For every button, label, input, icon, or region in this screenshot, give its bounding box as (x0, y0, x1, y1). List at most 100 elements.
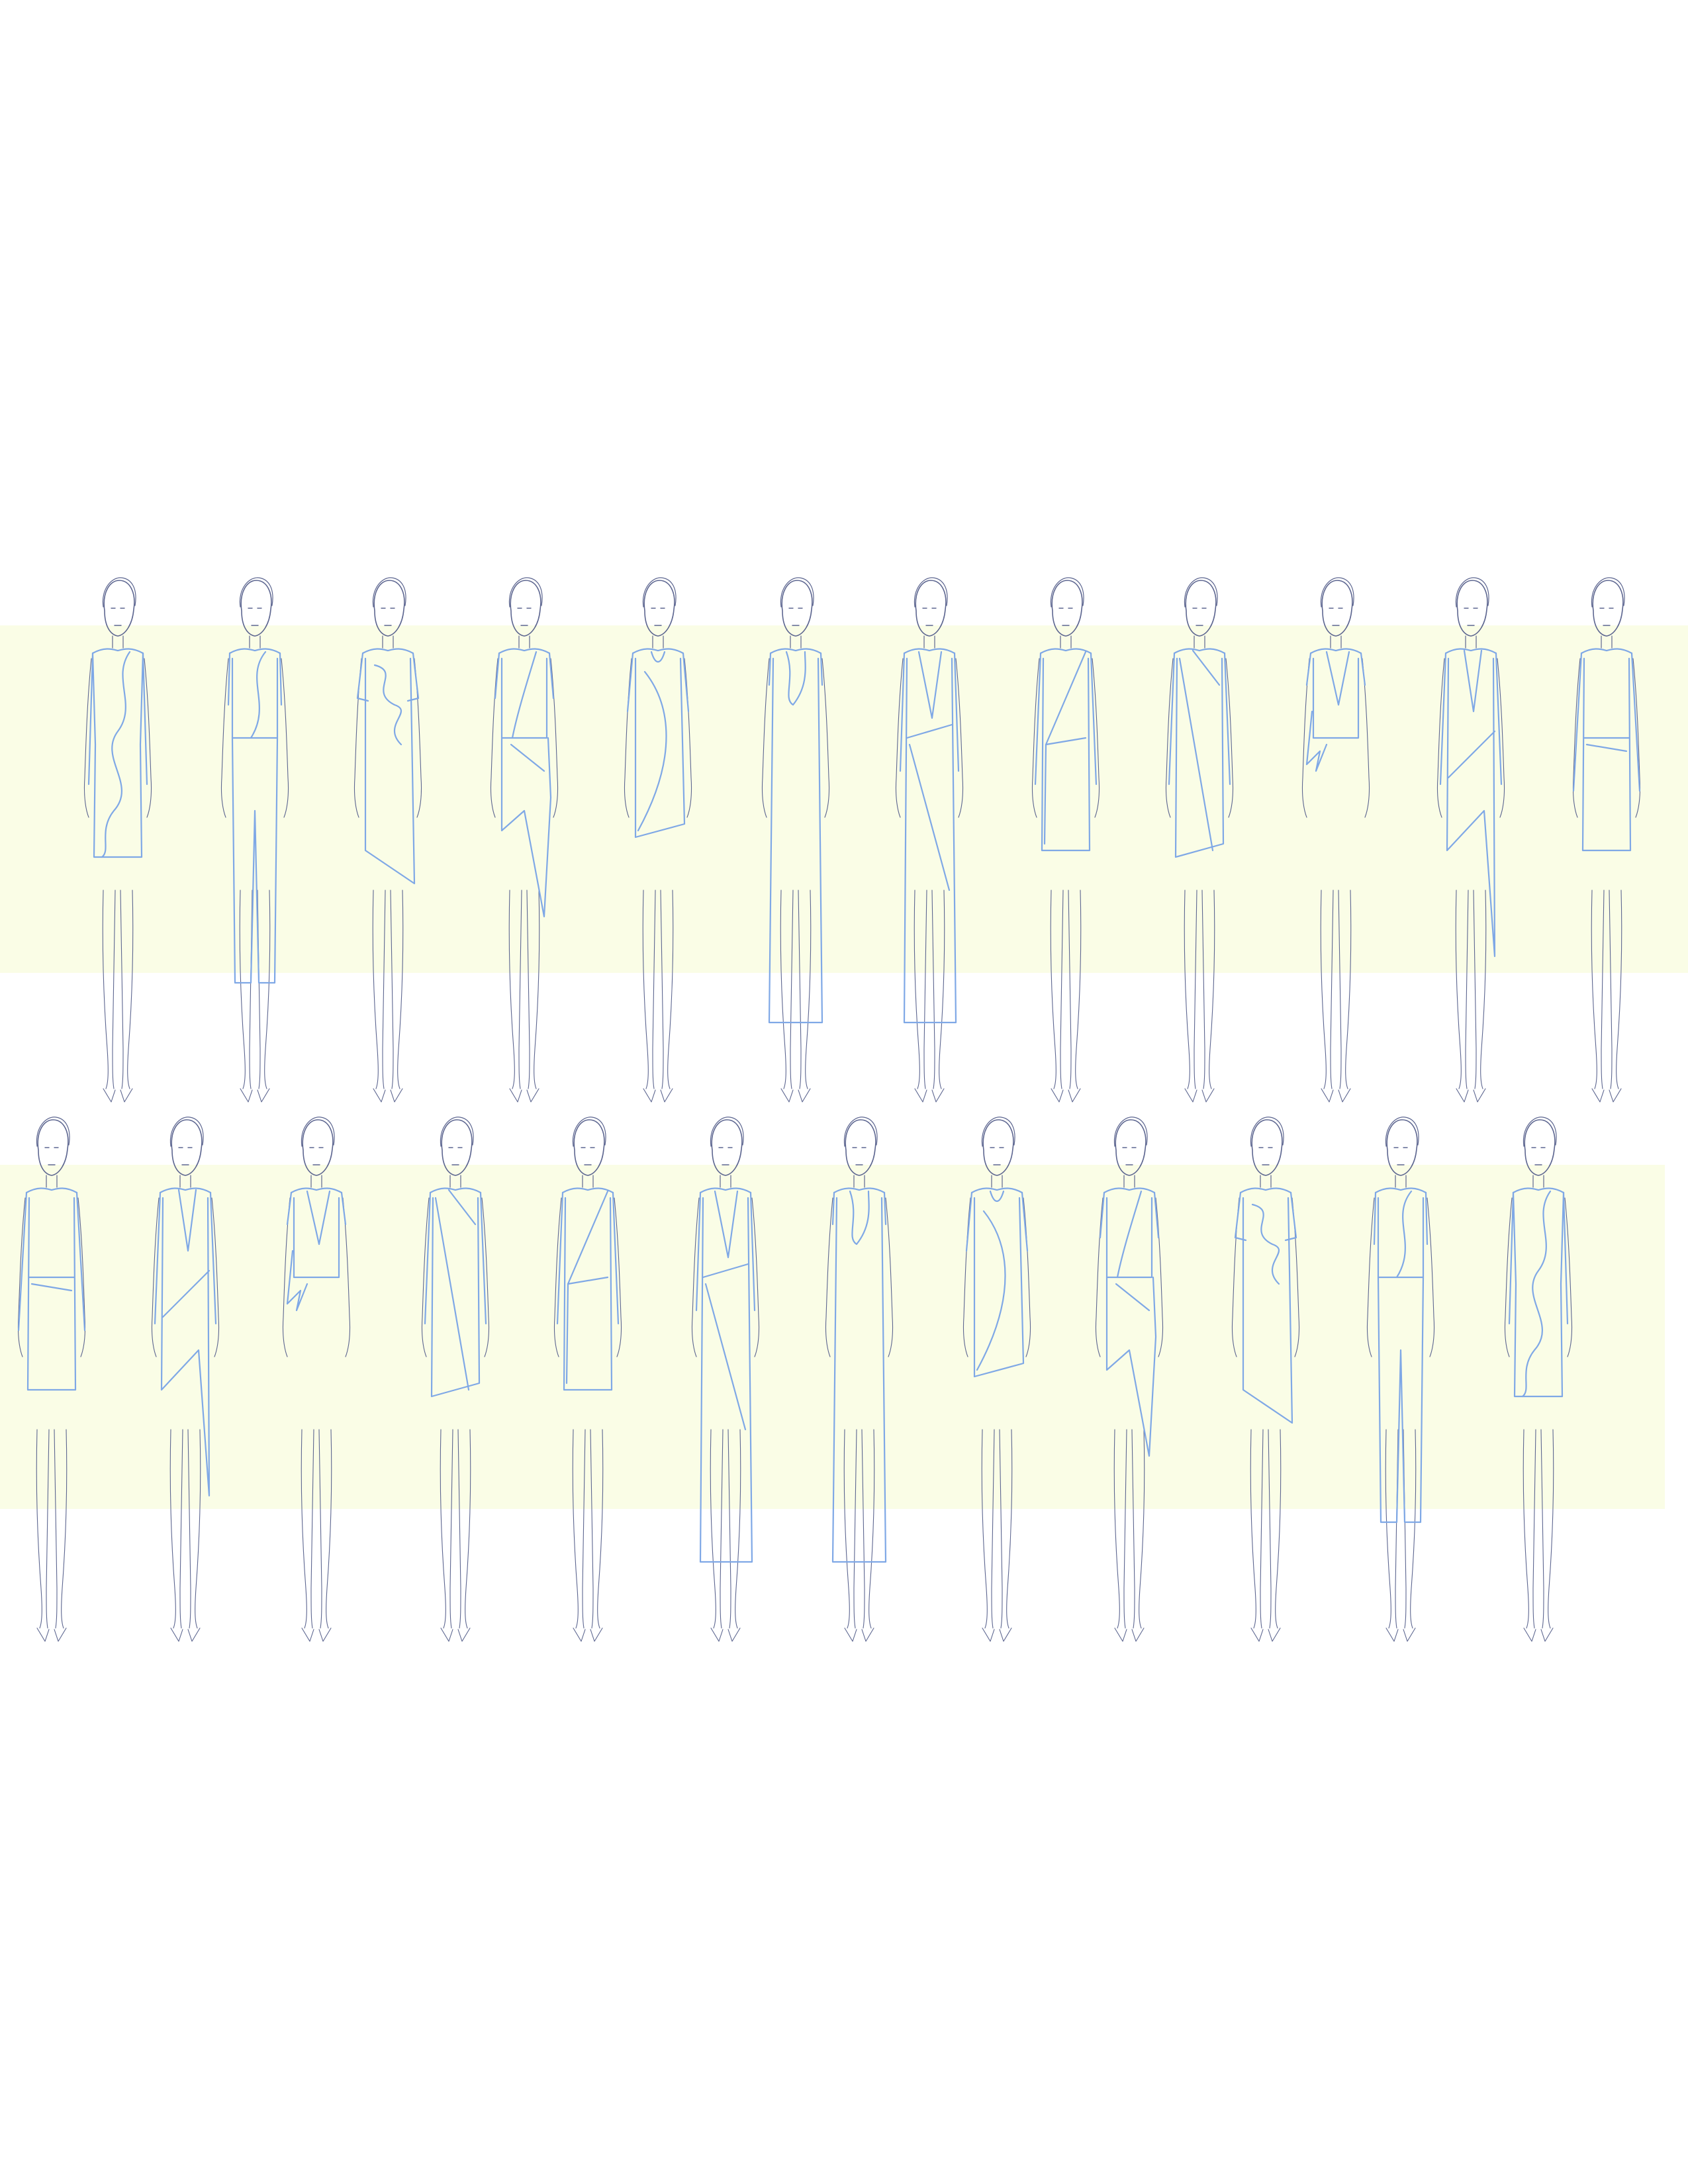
hair-outline (1113, 1116, 1148, 1147)
head-outline (845, 1119, 876, 1176)
right-leg-inner (1540, 1429, 1544, 1629)
figures-layer (17, 577, 1641, 1642)
right-leg-inner (727, 1429, 731, 1629)
right-leg-inner (1201, 889, 1205, 1089)
feet (643, 1088, 673, 1103)
left-arm (761, 658, 770, 818)
left-leg-outer (440, 1429, 446, 1629)
bottom-row-look-3 (282, 1116, 351, 1642)
feet (373, 1088, 403, 1103)
left-arm (490, 658, 498, 818)
garment-line (556, 1191, 620, 1325)
right-leg-inner (1473, 889, 1477, 1089)
left-leg-outer (843, 1429, 850, 1629)
left-arm (691, 1197, 700, 1357)
neck (1601, 635, 1613, 649)
garment-diagonal-wrap-dress (1168, 648, 1231, 858)
garment-wavy-seam-dress-long-sleeve (87, 648, 148, 858)
neck (1330, 635, 1342, 649)
head-outline (781, 580, 813, 637)
left-leg-outer (1523, 1429, 1529, 1629)
neck (1395, 1175, 1407, 1188)
garment-neckline (1239, 1187, 1292, 1194)
garment-neckline (1173, 648, 1226, 655)
garment-asymmetric-handkerchief-dress (1439, 648, 1503, 958)
garment-wavy-top-asymmetric-skirt (1234, 1187, 1297, 1424)
garment-line (1105, 1197, 1153, 1279)
garment-line (160, 1197, 211, 1497)
garment-line (250, 651, 267, 739)
feet (982, 1627, 1012, 1642)
garment-line (500, 737, 552, 918)
feet (1114, 1627, 1145, 1642)
garment-neckline (833, 1187, 886, 1194)
garment-line (17, 1191, 86, 1332)
garment-neckline (1580, 648, 1633, 655)
feet (1250, 1627, 1281, 1642)
right-leg-outer (939, 889, 945, 1089)
garment-line (849, 1190, 870, 1246)
garment-line (637, 670, 667, 832)
garment-asymmetric-handkerchief-dress (154, 1187, 217, 1497)
garment-neckline (1309, 648, 1362, 655)
garment-neckline (228, 648, 281, 655)
garment-line (101, 651, 131, 858)
garment-line (26, 1197, 77, 1391)
right-leg-inner (1609, 889, 1613, 1089)
head-outline (510, 580, 541, 637)
top-row-look-6 (761, 577, 830, 1103)
garment-line (1116, 1190, 1143, 1279)
garment-line (699, 1197, 753, 1563)
garment-line (424, 1191, 487, 1325)
left-arm (1301, 658, 1310, 818)
right-leg-inner (931, 889, 935, 1089)
garment-v-neck-maxi-gown (768, 648, 823, 1024)
garment-neckline (1374, 1187, 1427, 1194)
garment-line (903, 657, 957, 1024)
neck (1532, 1175, 1544, 1188)
garment-line (1251, 1203, 1280, 1285)
garment-line (634, 657, 686, 839)
feet (1051, 1088, 1081, 1103)
neck (1260, 1175, 1272, 1188)
left-leg-inner (1601, 889, 1605, 1089)
right-leg-outer (465, 1429, 471, 1629)
hair-outline (102, 577, 136, 608)
left-leg-outer (1113, 1429, 1120, 1629)
left-arm (553, 1197, 562, 1357)
right-arm (281, 658, 289, 818)
right-arm (1362, 658, 1370, 818)
garment-neckline (25, 1187, 78, 1194)
right-leg-inner (999, 1429, 1003, 1629)
hair-outline (710, 1116, 744, 1147)
garment-line (1447, 730, 1496, 779)
neck (179, 1175, 191, 1188)
top-row-band (0, 625, 1688, 973)
left-leg-inner (1532, 1429, 1536, 1629)
garment-line (430, 1197, 481, 1398)
feet (103, 1088, 133, 1103)
bottom-row-look-8 (962, 1116, 1031, 1642)
garment-line (1446, 657, 1496, 958)
garment-line (231, 657, 279, 739)
right-leg-outer (805, 889, 812, 1089)
head-outline (1251, 1119, 1283, 1176)
right-arm (1427, 1197, 1435, 1357)
right-leg-inner (390, 889, 394, 1089)
garment-line (1377, 1276, 1425, 1524)
garment-line (1521, 1190, 1552, 1398)
garment-belted-long-sleeve-dress (1572, 648, 1641, 852)
left-leg-inner (923, 889, 927, 1089)
bottom-row-look-4 (421, 1116, 490, 1642)
left-arm (895, 658, 904, 818)
feet (170, 1627, 201, 1642)
left-leg-outer (372, 889, 379, 1089)
hair-outline (914, 577, 948, 608)
left-arm (1572, 658, 1581, 818)
left-leg-outer (1050, 889, 1056, 1089)
garment-line (1373, 1191, 1429, 1246)
top-row-look-9 (1165, 577, 1234, 1103)
garment-line (1099, 1191, 1160, 1239)
head-outline (302, 1119, 334, 1176)
garment-line (286, 1191, 347, 1226)
